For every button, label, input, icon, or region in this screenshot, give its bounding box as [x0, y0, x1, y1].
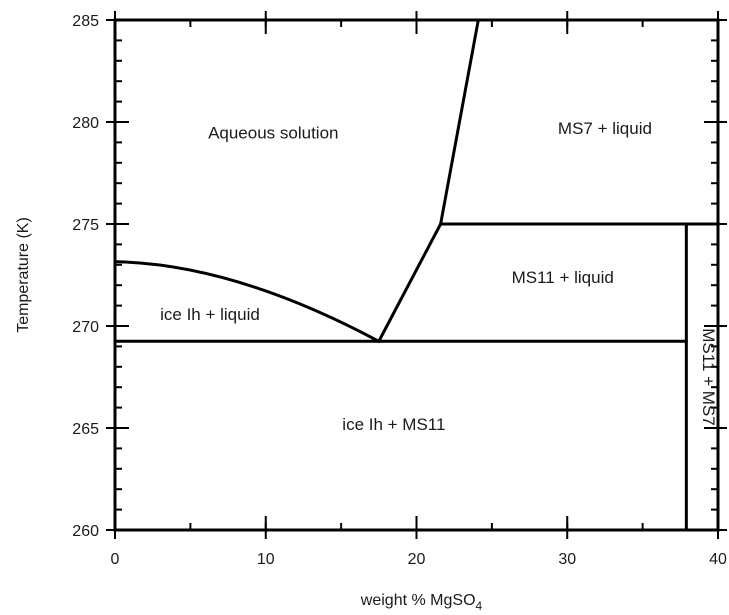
y-axis-title: Temperature (K) [15, 217, 32, 333]
region-label: MS11 + MS7 [699, 328, 718, 425]
x-axis-title-main: weight % MgSO [360, 592, 476, 609]
x-tick-label: 0 [111, 551, 120, 568]
y-tick-label: 265 [72, 421, 99, 438]
y-tick-label: 270 [72, 319, 99, 336]
region-label: ice Ih + liquid [160, 305, 260, 324]
minor-ticks [114, 19, 719, 531]
boundary-ms7-liquidus [439, 18, 480, 226]
major-ticks [106, 11, 727, 539]
region-label: ice Ih + MS11 [342, 415, 445, 434]
x-axis-title: weight % MgSO4 [360, 592, 483, 613]
x-tick-label: 10 [257, 551, 275, 568]
y-tick-label: 280 [72, 115, 99, 132]
x-tick-label: 30 [558, 551, 576, 568]
x-axis-title-subscript: 4 [476, 599, 483, 613]
y-tick-label: 260 [72, 523, 99, 540]
region-label: MS7 + liquid [558, 119, 652, 138]
y-tick-label: 275 [72, 217, 99, 234]
phase-boundaries [113, 18, 720, 532]
region-label: MS11 + liquid [512, 268, 614, 287]
y-tick-label: 285 [72, 13, 99, 30]
boundary-ice-liquidus [113, 260, 381, 343]
region-labels: Aqueous solution MS7 + liquid MS11 + liqui… [160, 119, 718, 434]
x-tick-label: 40 [709, 551, 727, 568]
plot-frame [113, 18, 720, 532]
x-tick-label: 20 [408, 551, 426, 568]
tick-labels: 260 265 270 275 280 285 0 10 20 30 40 [72, 13, 727, 568]
region-label: Aqueous solution [208, 123, 338, 142]
boundary-ms11-liquidus [377, 222, 443, 343]
